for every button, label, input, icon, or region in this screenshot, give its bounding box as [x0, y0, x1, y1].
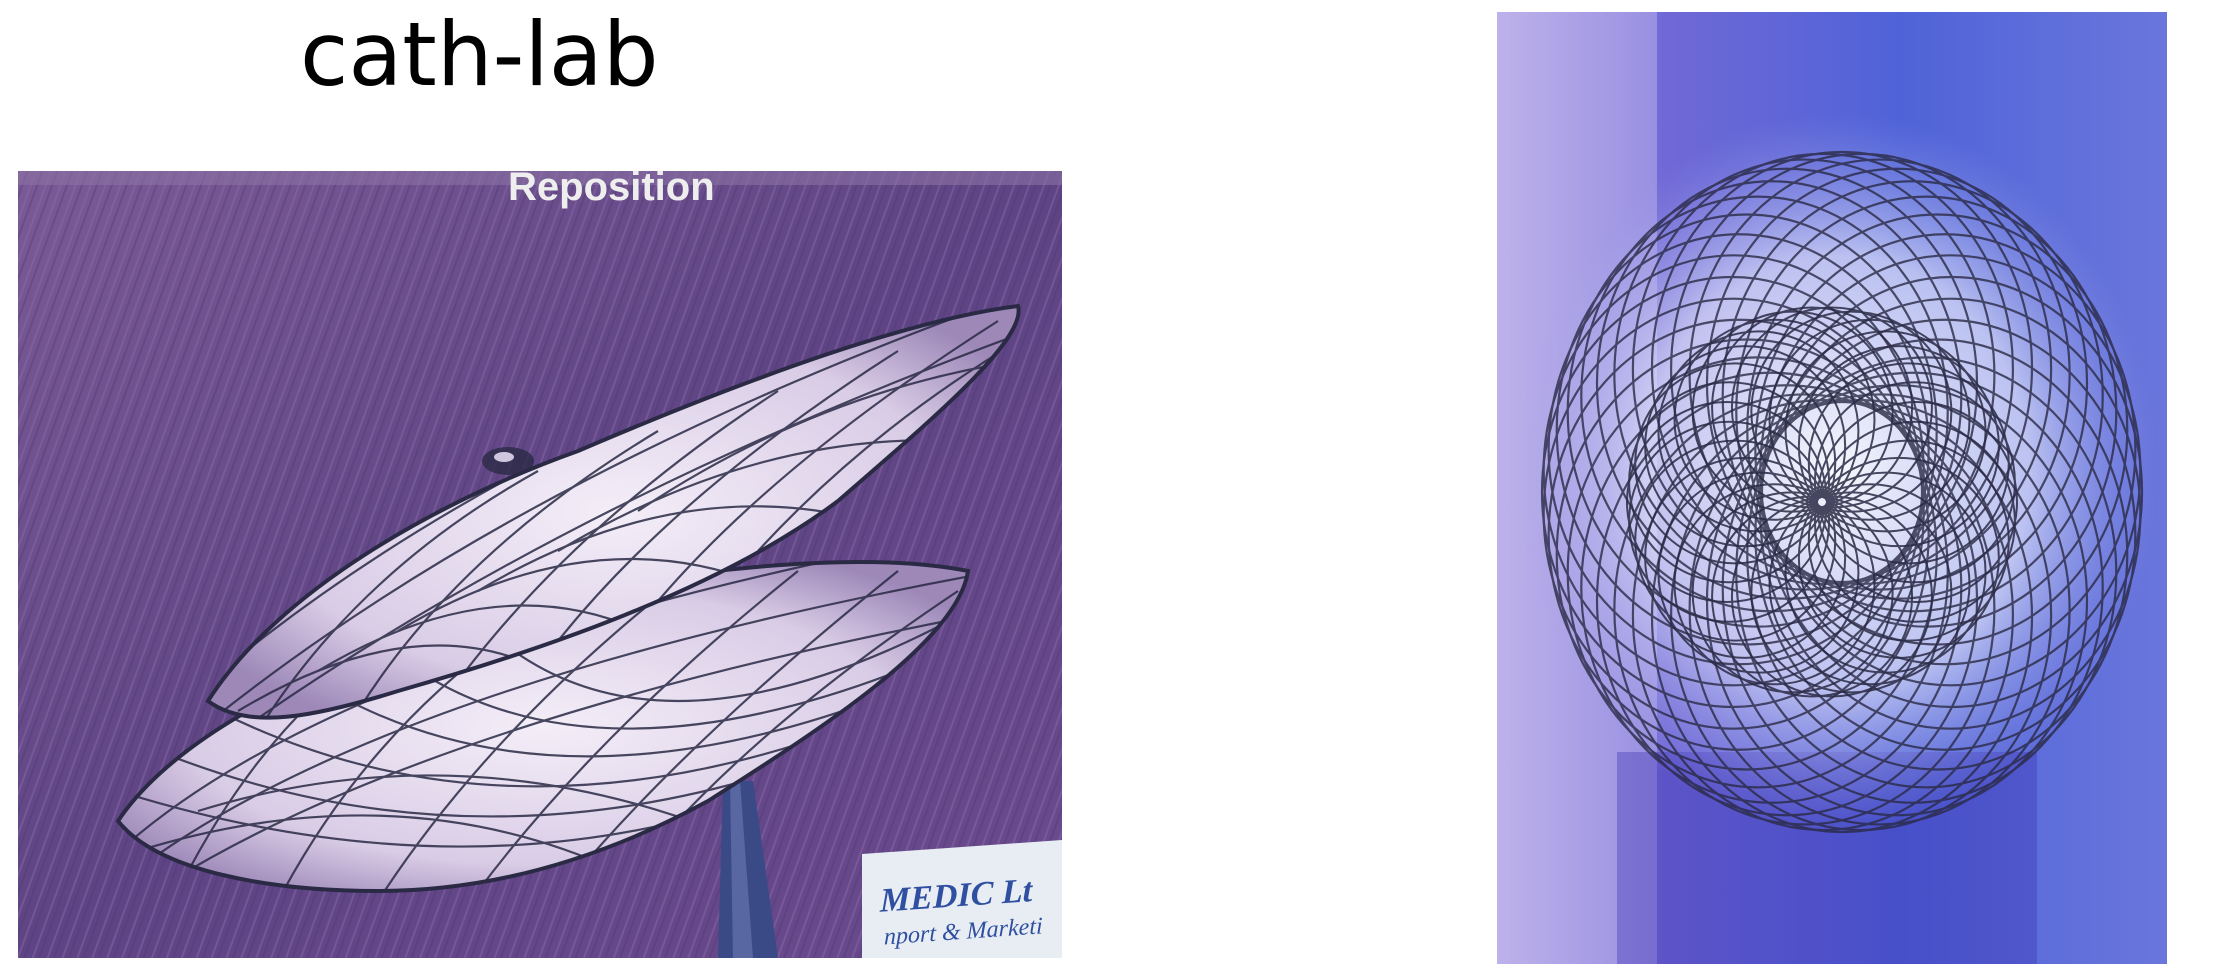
mesh-wire-inner — [1807, 439, 2010, 642]
mesh-wire-inner — [1711, 306, 1914, 509]
label-company-name: MEDIC Lt — [880, 872, 1033, 920]
mesh-wire-inner — [1730, 306, 1933, 509]
mesh-wire-inner — [1691, 310, 1894, 513]
mesh-wire-outer — [1542, 254, 1925, 687]
occluder-front-view-photo — [1497, 12, 2167, 964]
mesh-wire-inner — [1797, 345, 2000, 548]
mesh-wire-outer — [1688, 393, 2071, 826]
mesh-wire-inner — [1634, 362, 1837, 565]
mesh-wire-inner — [1657, 330, 1860, 533]
mesh-wire-outer — [1547, 318, 1930, 751]
mesh-wire-inner — [1673, 318, 1876, 521]
medic-label-card: MEDIC Lt nport & Marketi — [862, 840, 1062, 958]
mesh-wire-outer — [1613, 393, 1996, 826]
occluder-side-view-photo: Reposition MEDIC Lt nport & Marketi — [18, 171, 1062, 958]
mesh-wire-outer — [1631, 399, 2014, 832]
mesh-wire-inner — [1807, 362, 2010, 565]
mesh-wire-inner — [1768, 318, 1971, 521]
mesh-wire-inner — [1673, 483, 1876, 686]
slide-title: cath-lab — [300, 3, 659, 106]
mesh-wire-outer — [1580, 180, 1963, 613]
mesh-wire-inner — [1644, 345, 1847, 548]
mesh-wire-inner — [1784, 330, 1987, 533]
label-tagline: nport & Marketi — [884, 913, 1043, 951]
mesh-wire-outer — [1555, 213, 1938, 646]
mesh-wire-outer — [1721, 371, 2104, 804]
mesh-wire-outer — [1754, 318, 2137, 751]
mesh-wire-inner — [1657, 471, 1860, 674]
photo-caption-reposition: Reposition — [508, 171, 715, 209]
mesh-wire-outer — [1721, 180, 2104, 613]
mesh-wire-inner — [1768, 483, 1971, 686]
mesh-wire-outer — [1759, 297, 2142, 730]
mesh-wire-inner — [1813, 381, 2016, 584]
mesh-wire-inner — [1750, 310, 1953, 513]
mesh-wire-outer — [1754, 233, 2137, 666]
mesh-wire-outer — [1580, 371, 1963, 804]
mesh-wire-inner — [1813, 420, 2016, 623]
mesh-wire-inner — [1628, 381, 1831, 584]
mesh-wire-outer — [1759, 254, 2142, 687]
mesh-wire-inner — [1784, 471, 1987, 674]
